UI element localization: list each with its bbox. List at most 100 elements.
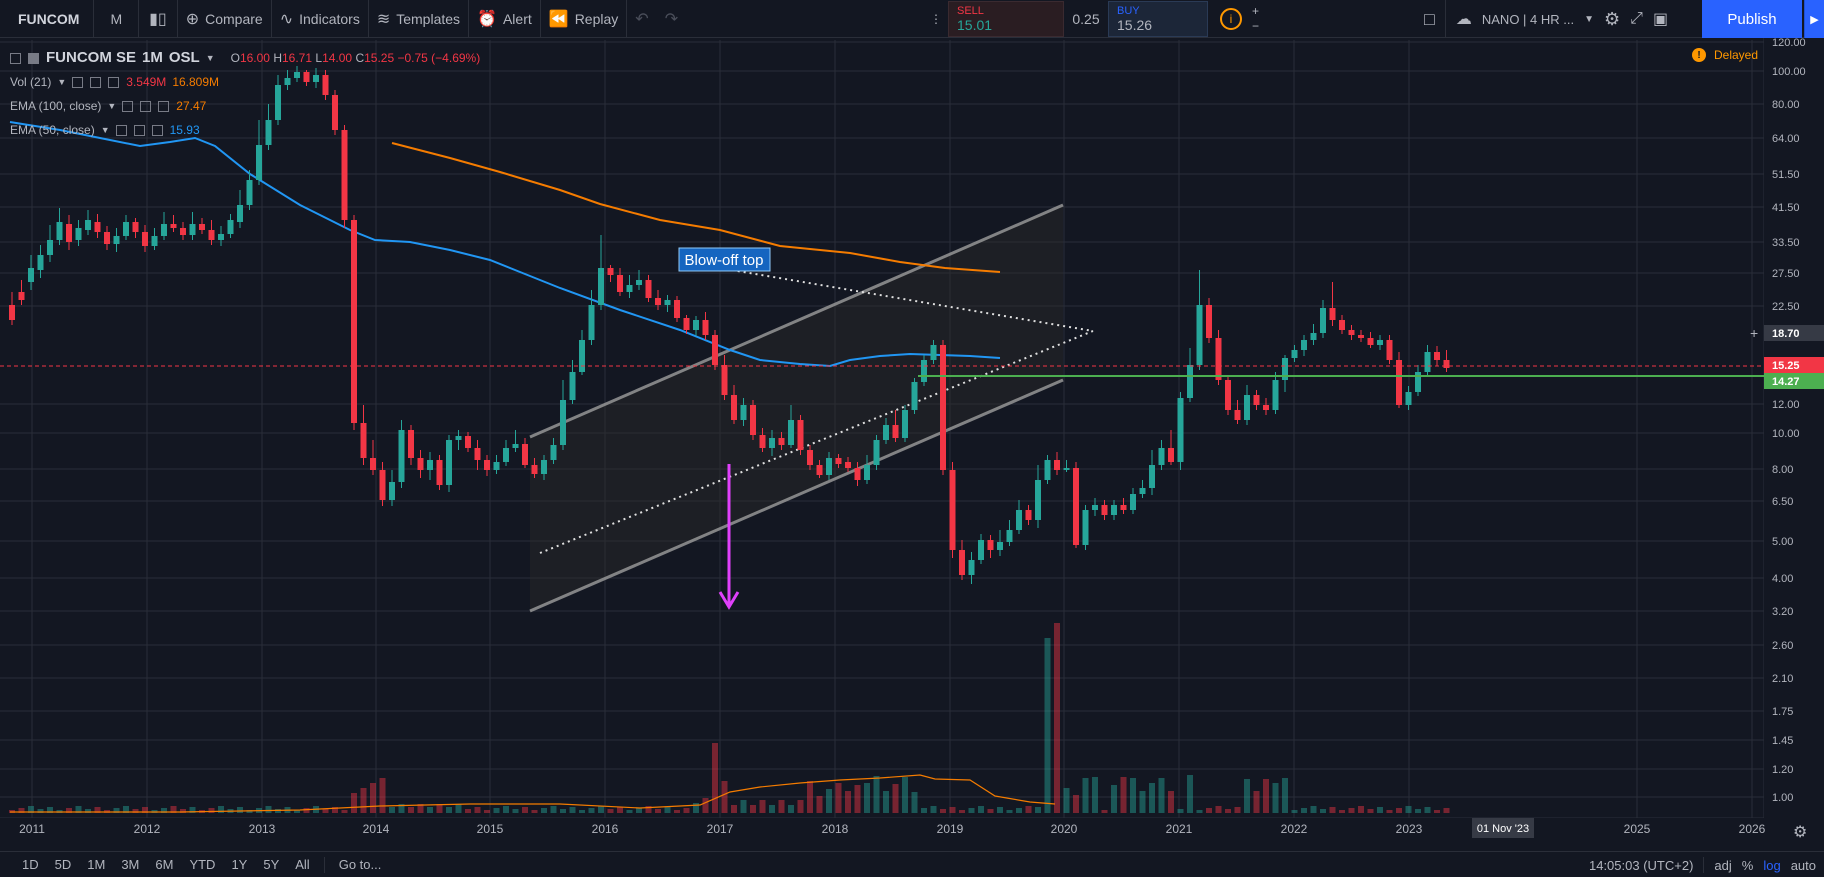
- candle-body: [807, 450, 813, 465]
- chart-type-button[interactable]: ▮▯: [139, 0, 177, 38]
- gear-icon[interactable]: [133, 124, 145, 136]
- volume-bar: [1301, 808, 1307, 813]
- legend-exchange: OSL: [168, 49, 200, 66]
- publish-button[interactable]: Publish: [1702, 0, 1802, 38]
- auto-toggle[interactable]: auto: [1790, 857, 1816, 873]
- chevron-down-icon[interactable]: ▼: [205, 53, 215, 63]
- chevron-down-icon[interactable]: ▼: [107, 101, 117, 111]
- range-button-3m[interactable]: 3M: [121, 857, 140, 872]
- candle: [1301, 335, 1307, 356]
- layout-name[interactable]: NANO | 4 HR ...: [1481, 11, 1575, 27]
- replay-button[interactable]: ⏪ Replay: [541, 0, 627, 38]
- goto-button[interactable]: Go to...: [338, 857, 382, 872]
- candle-body: [208, 230, 215, 240]
- candle: [978, 534, 984, 564]
- ema100-label[interactable]: EMA (100, close): [10, 99, 102, 113]
- range-button-all[interactable]: All: [295, 857, 310, 872]
- alert-button[interactable]: ⏰ Alert: [469, 0, 540, 38]
- layout-controls: □ ☁ NANO | 4 HR ... ▼ ⚙ ⤢ ▣: [1424, 0, 1668, 38]
- volume-bar: [1111, 785, 1117, 813]
- candle-body: [940, 345, 946, 470]
- price-tick: 33.50: [1772, 237, 1800, 249]
- gear-icon[interactable]: [140, 100, 152, 112]
- range-button-1y[interactable]: 1Y: [231, 857, 248, 872]
- crosshair-date-label: 01 Nov '23: [1477, 823, 1529, 835]
- play-icon[interactable]: ▶: [1804, 0, 1824, 38]
- toolbar-divider: [138, 0, 140, 38]
- range-button-1m[interactable]: 1M: [87, 857, 106, 872]
- price-tick: 41.50: [1772, 202, 1800, 214]
- price-tick: 64.00: [1772, 133, 1800, 145]
- candle: [1386, 335, 1393, 364]
- eye-icon[interactable]: [72, 76, 84, 88]
- undo-button[interactable]: ↶: [627, 0, 656, 38]
- support-price-badge: 14.27: [1764, 373, 1824, 389]
- log-toggle[interactable]: log: [1763, 857, 1781, 873]
- interval-button[interactable]: M: [94, 0, 138, 38]
- range-button-ytd[interactable]: YTD: [189, 857, 216, 872]
- plus-icon[interactable]: +: [1252, 4, 1260, 18]
- drag-handle-icon[interactable]: ⋮: [930, 12, 942, 26]
- chevron-down-icon[interactable]: ▼: [57, 77, 67, 87]
- candle: [294, 66, 300, 82]
- volume-bar: [968, 808, 975, 813]
- collapse-icon[interactable]: [10, 52, 21, 64]
- chevron-down-icon[interactable]: ▼: [100, 125, 110, 135]
- indicators-button[interactable]: ∿ Indicators: [272, 0, 368, 38]
- high-value: 16.71: [282, 51, 313, 65]
- close-icon[interactable]: [151, 124, 163, 136]
- range-button-6m[interactable]: 6M: [155, 857, 174, 872]
- close-icon[interactable]: [158, 100, 170, 112]
- candle-body: [1149, 465, 1155, 488]
- volume-bar: [1139, 791, 1146, 813]
- candle: [522, 438, 528, 468]
- candle: [1025, 505, 1032, 525]
- info-icon[interactable]: i: [1220, 8, 1242, 30]
- change-value: −0.75 (−4.69%): [397, 51, 481, 65]
- adj-toggle[interactable]: adj: [1714, 857, 1732, 873]
- legend-ema50-row: EMA (50, close) ▼ 15.93: [10, 118, 480, 142]
- range-button-5d[interactable]: 5D: [54, 857, 72, 872]
- time-tick: 2020: [1051, 822, 1078, 836]
- eye-icon[interactable]: [122, 100, 134, 112]
- symbol-search-button[interactable]: FUNCOM: [0, 0, 93, 38]
- quantity-stepper[interactable]: + −: [1252, 4, 1259, 34]
- range-button-5y[interactable]: 5Y: [263, 857, 280, 872]
- ema50-label[interactable]: EMA (50, close): [10, 123, 95, 137]
- volume-bar: [294, 810, 300, 813]
- candle: [1415, 365, 1421, 396]
- buy-button[interactable]: BUY 15.26: [1108, 1, 1208, 37]
- percent-toggle[interactable]: %: [1741, 857, 1754, 873]
- candle: [1111, 500, 1117, 520]
- redo-button[interactable]: ↷: [657, 0, 686, 38]
- minus-icon[interactable]: −: [1252, 19, 1260, 33]
- candle: [208, 220, 215, 245]
- candle: [769, 430, 775, 456]
- camera-icon[interactable]: ▣: [1652, 11, 1669, 28]
- candle-body: [237, 205, 243, 222]
- volume-bar: [617, 807, 623, 813]
- gear-icon[interactable]: ⚙: [1604, 8, 1621, 29]
- candles-icon: ▮▯: [149, 10, 167, 28]
- volume-bar: [503, 806, 509, 813]
- templates-button[interactable]: ≋ Templates: [369, 0, 468, 38]
- range-button-1d[interactable]: 1D: [22, 857, 39, 872]
- close-icon[interactable]: [108, 76, 120, 88]
- expand-icon[interactable]: ⤢: [1630, 10, 1643, 27]
- volume-bar: [1016, 808, 1022, 813]
- eye-icon[interactable]: [115, 124, 127, 136]
- chevron-down-icon[interactable]: ▼: [1584, 13, 1595, 25]
- sell-button[interactable]: SELL 15.01: [948, 1, 1064, 37]
- candle-body: [1044, 460, 1051, 480]
- volume-bar: [1386, 810, 1393, 813]
- price-chart[interactable]: Blow-off top 120.00 100.00 80.00 64.00 51.50…: [0, 38, 1824, 851]
- templates-label: Templates: [396, 10, 461, 27]
- delayed-indicator[interactable]: ! Delayed: [1692, 48, 1758, 62]
- gear-icon[interactable]: [90, 76, 102, 88]
- compare-button[interactable]: ⊕ Compare: [178, 0, 271, 38]
- volume-bar: [731, 805, 737, 813]
- fullscreen-square-icon[interactable]: □: [1424, 8, 1435, 29]
- ema-lines: [9, 121, 1001, 368]
- candle-body: [1282, 358, 1288, 380]
- vol-label[interactable]: Vol (21): [10, 75, 52, 89]
